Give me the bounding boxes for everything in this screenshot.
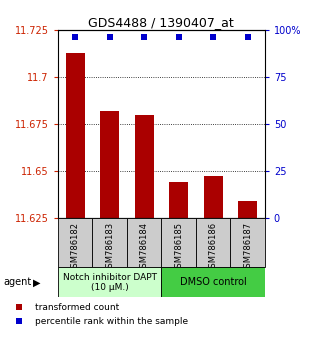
Bar — [66, 53, 85, 218]
Text: percentile rank within the sample: percentile rank within the sample — [34, 317, 188, 326]
Bar — [196, 218, 230, 267]
Title: GDS4488 / 1390407_at: GDS4488 / 1390407_at — [88, 16, 234, 29]
Text: agent: agent — [3, 277, 31, 287]
Bar — [161, 218, 196, 267]
Bar — [238, 201, 257, 218]
Bar — [100, 111, 119, 218]
Text: Notch inhibitor DAPT
(10 μM.): Notch inhibitor DAPT (10 μM.) — [63, 273, 157, 292]
Bar — [92, 218, 127, 267]
Text: GSM786182: GSM786182 — [71, 222, 80, 273]
Text: GSM786187: GSM786187 — [243, 222, 252, 273]
Bar — [161, 267, 265, 297]
Bar — [204, 176, 222, 218]
Text: ▶: ▶ — [33, 277, 41, 287]
Bar — [127, 218, 161, 267]
Text: GSM786185: GSM786185 — [174, 222, 183, 273]
Bar — [169, 182, 188, 218]
Text: GSM786184: GSM786184 — [140, 222, 149, 273]
Bar — [58, 218, 92, 267]
Text: DMSO control: DMSO control — [180, 277, 247, 287]
Bar — [230, 218, 265, 267]
Text: GSM786186: GSM786186 — [209, 222, 217, 273]
Text: GSM786183: GSM786183 — [105, 222, 114, 273]
Bar — [135, 114, 154, 218]
Bar — [58, 267, 162, 297]
Text: transformed count: transformed count — [34, 303, 119, 312]
